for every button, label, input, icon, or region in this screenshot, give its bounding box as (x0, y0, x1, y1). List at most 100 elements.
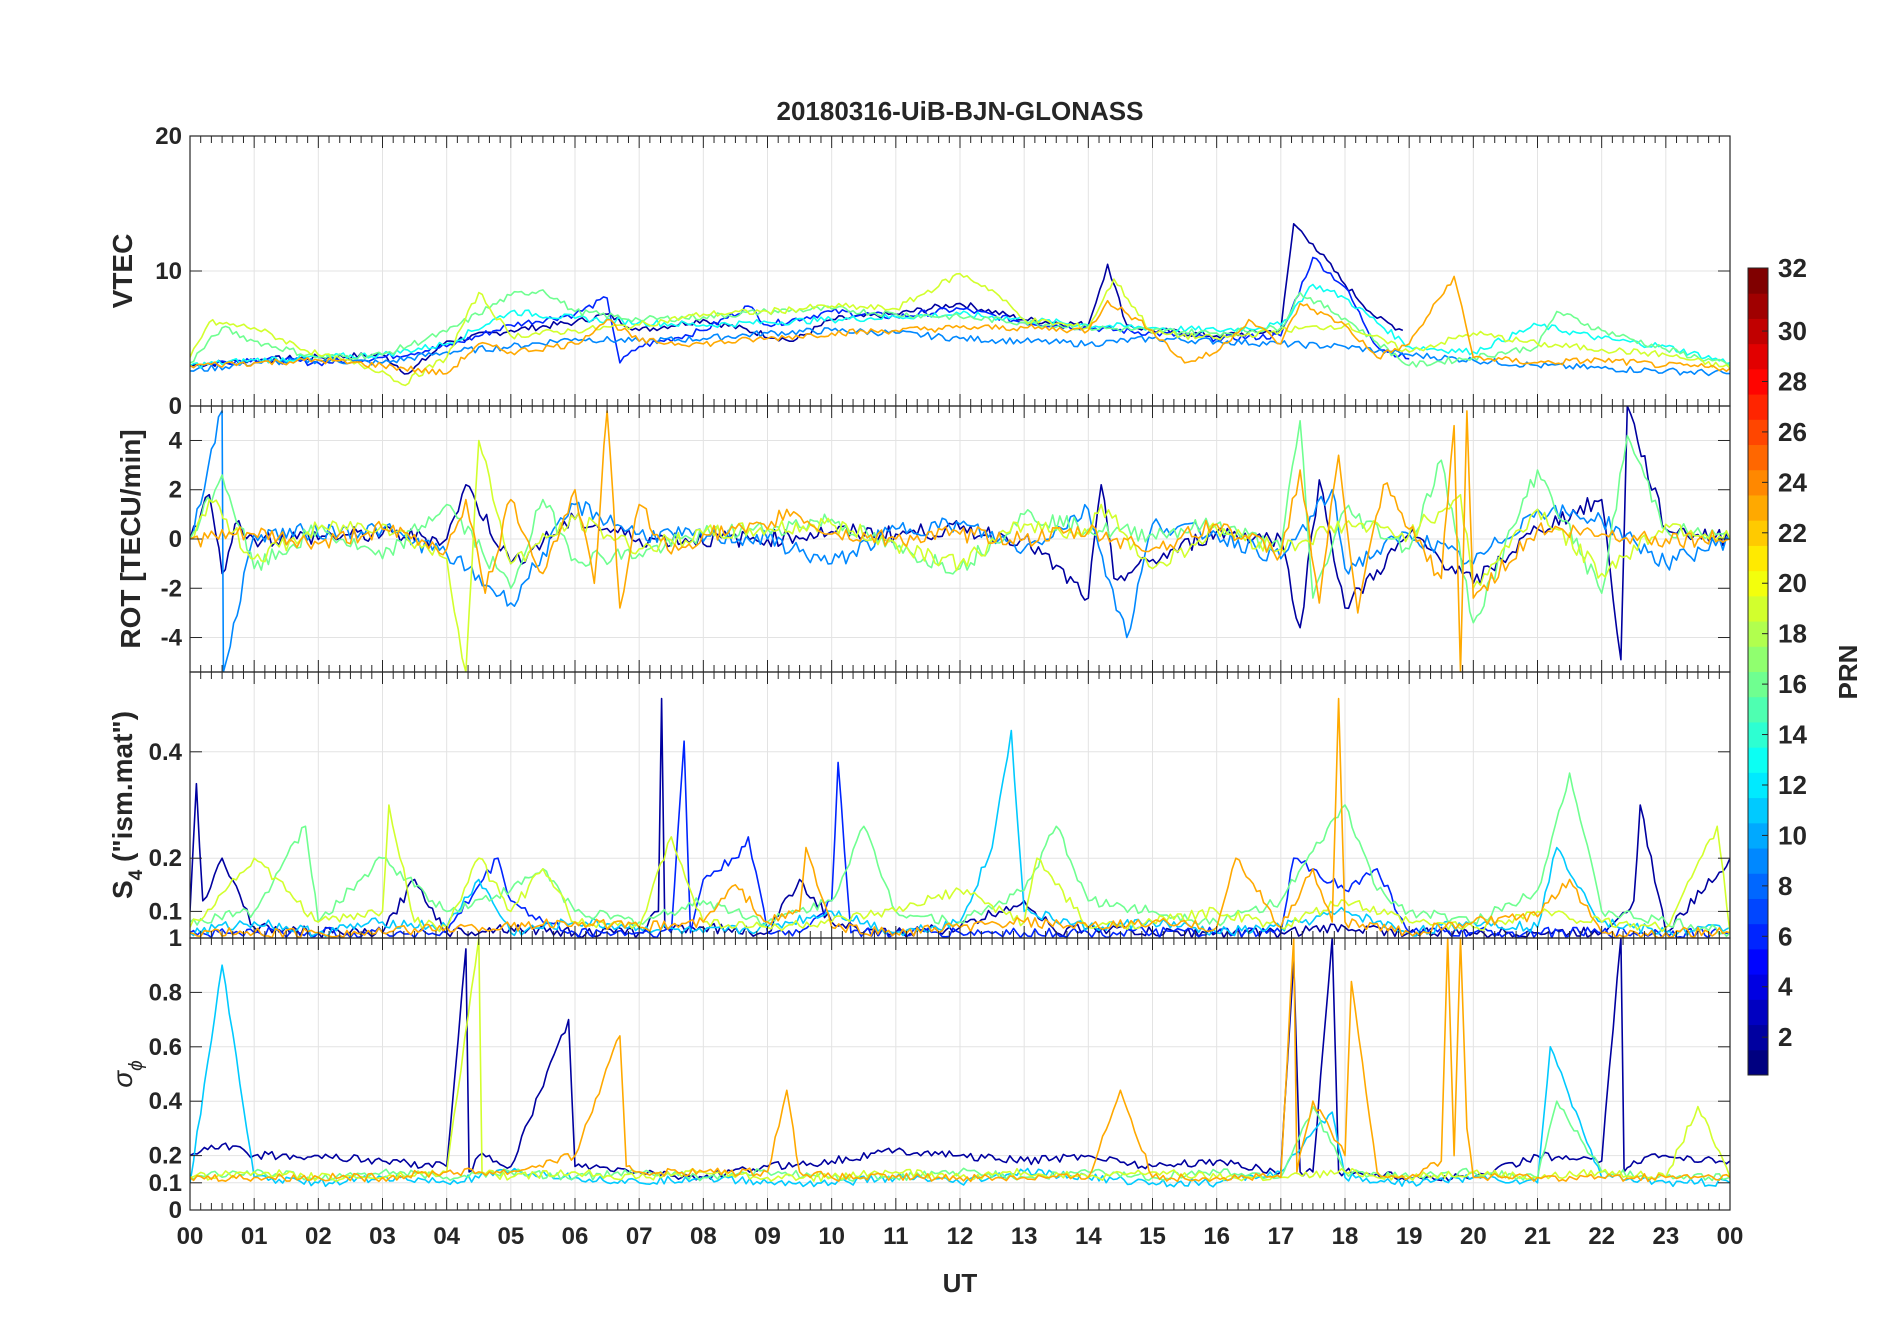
colorbar-tick-label: 2 (1778, 1022, 1792, 1052)
x-axis-label: UT (943, 1268, 978, 1298)
colorbar-swatch (1748, 999, 1768, 1026)
colorbar-swatch (1748, 394, 1768, 420)
x-tick-label: 03 (369, 1223, 396, 1250)
x-tick-label: 20 (1460, 1223, 1487, 1250)
x-tick-label: 17 (1267, 1223, 1294, 1250)
colorbar-swatch (1748, 621, 1768, 647)
series-line-vtec-prn-6 (190, 256, 1410, 369)
colorbar-tick-label: 6 (1778, 921, 1792, 951)
y-axis-label-s4: S4 ("ism.mat") (107, 711, 147, 899)
colorbar-swatch (1748, 520, 1768, 546)
y-tick-label-sigma_phi: 0 (169, 1197, 182, 1224)
chart-title: 20180316-UiB-BJN-GLONASS (776, 96, 1143, 126)
x-tick-label: 12 (947, 1223, 974, 1250)
y-tick-label-s4: 0.4 (149, 739, 183, 766)
colorbar-frame (1747, 267, 1769, 1076)
labels-layer: 20180316-UiB-BJN-GLONASS UT PRN 01020VTE… (107, 96, 1863, 1298)
colorbar-swatch (1748, 671, 1768, 698)
x-tick-label: 11 (883, 1223, 908, 1250)
colorbar-swatch (1748, 469, 1768, 496)
y-tick-label-sigma_phi: 0.1 (149, 1170, 182, 1197)
colorbar-swatch (1748, 898, 1768, 925)
colorbar-swatch (1748, 268, 1768, 294)
y-tick-label-vtec: 20 (155, 123, 182, 150)
colorbar-swatch (1748, 545, 1768, 572)
x-tick-label: 14 (1075, 1223, 1102, 1250)
colorbar-tick-label: 8 (1778, 871, 1792, 901)
colorbar-tick-label: 32 (1778, 253, 1807, 283)
colorbar-tick-label: 18 (1778, 619, 1807, 649)
colorbar-tick-label: 10 (1778, 820, 1807, 850)
y-tick-label-vtec: 0 (169, 393, 182, 420)
x-tick-label: 23 (1652, 1223, 1679, 1250)
colorbar-swatch (1748, 368, 1768, 395)
y-tick-label-sigma_phi: 0.8 (149, 979, 182, 1006)
x-tick-label: 08 (690, 1223, 717, 1250)
colorbar-label: PRN (1833, 645, 1863, 700)
x-tick-label: 06 (562, 1223, 589, 1250)
x-tick-label: 00 (1717, 1223, 1744, 1250)
x-tick-label: 21 (1524, 1223, 1551, 1250)
grid-layer (190, 136, 1730, 1210)
colorbar-swatch (1748, 1024, 1768, 1051)
x-tick-label: 04 (433, 1223, 460, 1250)
y-tick-label-sigma_phi: 0.6 (149, 1034, 182, 1061)
x-tick-label: 15 (1139, 1223, 1166, 1250)
series-line-rot-prn-23 (190, 410, 1730, 672)
colorbar-tick-label: 12 (1778, 770, 1807, 800)
colorbar-swatch (1748, 419, 1768, 446)
x-tick-label: 22 (1588, 1223, 1615, 1250)
colorbar-swatch (1748, 873, 1768, 899)
x-tick-label: 10 (818, 1223, 845, 1250)
y-tick-label-rot: 4 (169, 427, 183, 454)
colorbar-swatch (1748, 293, 1768, 319)
colorbar-swatch (1748, 570, 1768, 597)
series-line-vtec-prn-23 (190, 275, 1730, 376)
y-tick-label-rot: -2 (161, 575, 182, 602)
colorbar-swatch (1748, 595, 1768, 622)
series-line-rot-prn-16 (190, 420, 1730, 624)
x-tick-label: 02 (305, 1223, 332, 1250)
colorbar-swatch (1748, 747, 1768, 773)
colorbar-tick-label: 16 (1778, 669, 1807, 699)
y-tick-label-rot: 2 (169, 477, 182, 504)
colorbar-tick-label: 20 (1778, 568, 1807, 598)
y-tick-label-sigma_phi: 1 (169, 925, 182, 952)
colorbar-swatch (1748, 646, 1768, 672)
x-tick-label: 09 (754, 1223, 781, 1250)
y-tick-label-s4: 0.1 (149, 898, 182, 925)
x-tick-label: 07 (626, 1223, 653, 1250)
colorbar-swatch (1748, 444, 1768, 471)
ticks-layer (189, 135, 1731, 1211)
y-axis-label-vtec: VTEC (107, 234, 138, 309)
y-tick-label-sigma_phi: 0.4 (149, 1088, 183, 1115)
series-line-vtec-prn-9 (190, 327, 1730, 377)
x-tick-label: 16 (1203, 1223, 1230, 1250)
x-tick-label: 18 (1332, 1223, 1359, 1250)
colorbar-swatch (1748, 923, 1768, 950)
y-tick-label-vtec: 10 (155, 258, 182, 285)
colorbar-swatch (1748, 318, 1768, 345)
colorbar-swatch (1748, 696, 1768, 723)
colorbar-tick-label: 24 (1778, 467, 1807, 497)
colorbar-swatch (1748, 974, 1768, 1000)
y-axis-label-rot: ROT [TECU/min] (115, 429, 146, 648)
y-axis-label-sigma_phi: σϕ (107, 1060, 147, 1087)
colorbar-swatch (1748, 343, 1768, 370)
y-tick-label-rot: -4 (161, 625, 183, 652)
colorbar-tick-label: 22 (1778, 518, 1807, 548)
y-tick-label-rot: 0 (169, 526, 182, 553)
x-tick-label: 00 (177, 1223, 204, 1250)
colorbar-swatch (1748, 721, 1768, 748)
x-tick-label: 13 (1011, 1223, 1038, 1250)
series-line-vtec-prn-2 (190, 223, 1404, 375)
x-tick-label: 05 (497, 1223, 524, 1250)
colorbar-tick-label: 28 (1778, 366, 1807, 396)
x-tick-label: 19 (1396, 1223, 1423, 1250)
y-tick-label-s4: 0.2 (149, 845, 182, 872)
colorbar-swatch (1748, 494, 1768, 521)
colorbar-tick-label: 30 (1778, 316, 1807, 346)
series-line-vtec-prn-13 (190, 283, 1730, 369)
